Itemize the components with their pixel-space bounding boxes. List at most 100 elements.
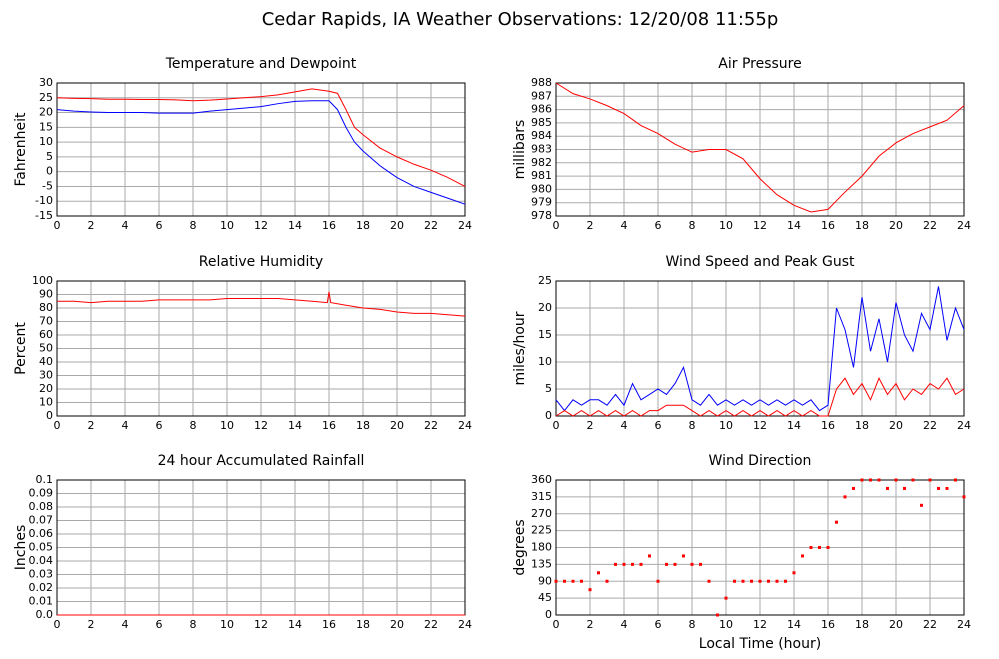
data-point (784, 579, 787, 583)
data-point (843, 495, 847, 499)
data-point (639, 562, 643, 566)
y-tick-label: 135 (531, 557, 552, 570)
y-tick-label: 90 (39, 288, 53, 301)
x-tick-label: 4 (122, 618, 129, 631)
data-point (648, 554, 651, 558)
data-point (699, 562, 702, 566)
y-tick-label: 985 (531, 116, 552, 129)
plot-border (555, 479, 965, 616)
x-tick-label: 0 (553, 219, 560, 232)
y-tick-label: 979 (531, 196, 552, 209)
x-tick-label: 10 (719, 219, 733, 232)
y-axis-label: Inches (13, 525, 29, 570)
data-point (614, 562, 617, 566)
data-point (962, 495, 966, 499)
x-tick-label: 6 (655, 219, 662, 232)
y-tick-label: 90 (538, 574, 552, 587)
x-tick-label: 14 (288, 219, 302, 232)
x-tick-label: 6 (655, 419, 662, 432)
x-tick-label: 14 (288, 419, 302, 432)
y-tick-label: 0 (545, 409, 552, 422)
x-tick-label: 14 (787, 219, 801, 232)
y-tick-label: 0.02 (29, 581, 54, 594)
x-tick-label: 0 (553, 618, 560, 631)
data-point (869, 478, 872, 482)
x-tick-label: 18 (356, 219, 370, 232)
data-point (605, 579, 609, 583)
data-point (571, 579, 575, 583)
y-axis-label: Fahrenheit (13, 112, 29, 187)
y-tick-label: 30 (39, 369, 53, 382)
y-tick-label: 0 (46, 165, 53, 178)
y-tick-label: 25 (538, 274, 552, 287)
data-point (631, 562, 634, 566)
y-tick-label: 225 (531, 524, 552, 537)
data-line (555, 82, 965, 213)
x-tick-label: 8 (689, 419, 696, 432)
x-tick-label: 2 (88, 219, 95, 232)
x-tick-label: 0 (54, 618, 61, 631)
y-tick-label: 15 (538, 328, 552, 341)
data-point (673, 562, 677, 566)
y-axis-label: Percent (13, 322, 29, 375)
x-tick-label: 12 (753, 419, 767, 432)
y-tick-label: 988 (531, 76, 552, 89)
x-tick-label: 18 (855, 219, 869, 232)
data-point (886, 486, 889, 490)
x-tick-label: 10 (719, 618, 733, 631)
x-tick-label: 16 (821, 618, 835, 631)
data-point (945, 486, 949, 490)
y-tick-label: 0.07 (29, 514, 54, 527)
x-tick-label: 16 (322, 618, 336, 631)
x-tick-label: 20 (889, 618, 903, 631)
data-point (835, 520, 838, 524)
y-tick-label: 20 (39, 106, 53, 119)
x-tick-label: 24 (957, 419, 971, 432)
y-tick-label: 986 (531, 103, 552, 116)
data-point (818, 546, 821, 549)
y-tick-label: -15 (35, 209, 53, 222)
data-point (554, 579, 558, 583)
x-tick-label: 18 (855, 618, 869, 631)
data-point (775, 579, 779, 583)
chart-title: Air Pressure (718, 56, 801, 72)
x-tick-label: 12 (254, 419, 268, 432)
x-tick-label: 8 (190, 219, 197, 232)
data-point (801, 554, 804, 558)
data-line (57, 291, 466, 317)
y-tick-label: 983 (531, 143, 552, 156)
x-tick-label: 8 (190, 419, 197, 432)
x-tick-label: 10 (220, 219, 234, 232)
x-tick-label: 16 (821, 219, 835, 232)
x-tick-label: 4 (621, 219, 628, 232)
x-tick-label: 12 (254, 618, 268, 631)
data-point (877, 478, 881, 482)
y-axis-label: millibars (512, 120, 528, 180)
x-tick-label: 10 (220, 419, 234, 432)
y-tick-label: -5 (42, 179, 53, 192)
y-tick-label: 0.1 (36, 473, 54, 486)
y-tick-label: 70 (39, 315, 53, 328)
x-tick-label: 12 (254, 219, 268, 232)
data-line (56, 88, 466, 187)
x-tick-label: 22 (923, 618, 937, 631)
data-line (555, 376, 965, 417)
data-point (758, 579, 762, 583)
y-tick-label: 0.04 (29, 554, 54, 567)
data-point (750, 579, 753, 583)
x-tick-label: 22 (923, 419, 937, 432)
x-tick-label: 6 (156, 618, 163, 631)
x-axis-label: Local Time (hour) (699, 636, 821, 652)
data-line (555, 286, 965, 412)
data-point (690, 562, 694, 566)
y-tick-label: 981 (531, 169, 552, 182)
y-tick-label: 20 (538, 301, 552, 314)
data-point (903, 486, 906, 490)
data-point (809, 546, 813, 549)
x-tick-label: 10 (220, 618, 234, 631)
data-point (724, 596, 728, 600)
x-tick-label: 0 (54, 419, 61, 432)
plot-border (56, 82, 466, 217)
x-tick-label: 24 (458, 419, 472, 432)
